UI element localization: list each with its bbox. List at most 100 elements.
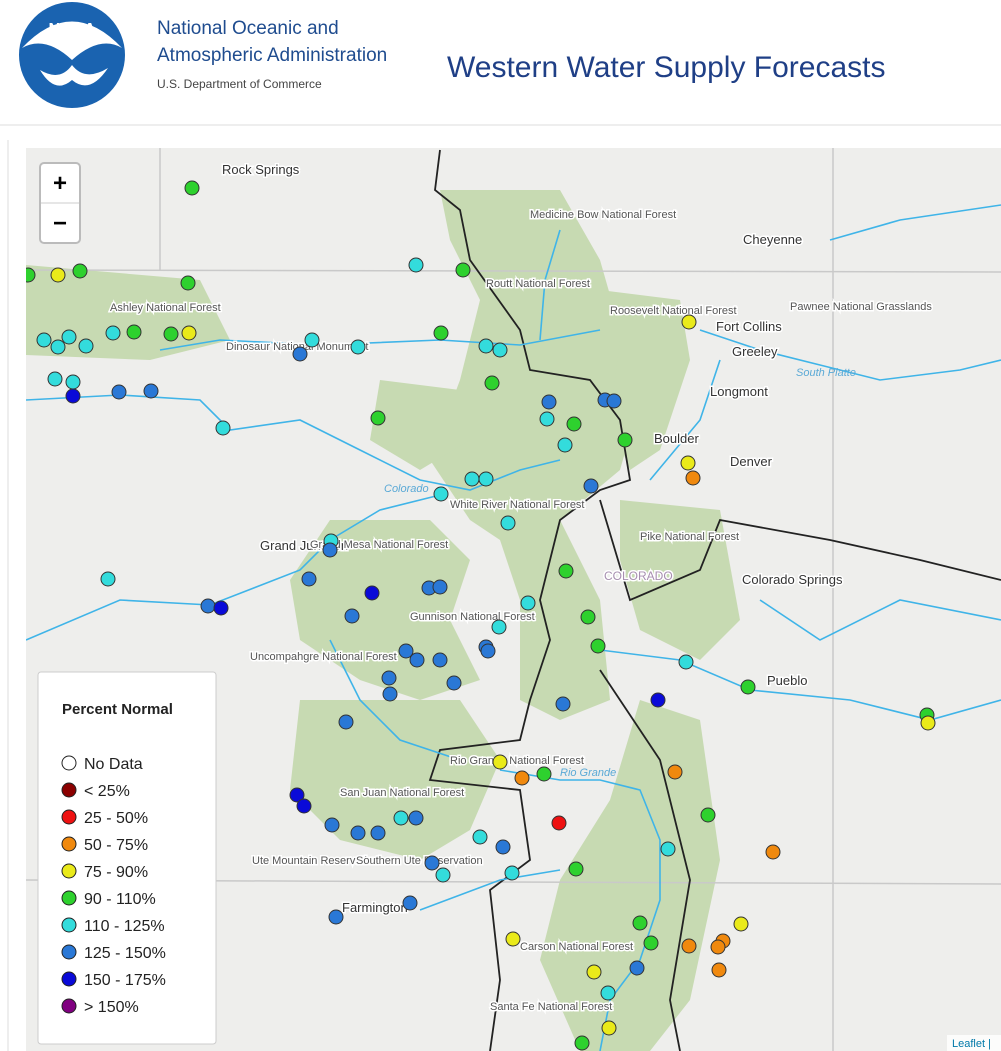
gauge-marker[interactable] (455, 262, 471, 278)
gauge-marker[interactable] (72, 263, 88, 279)
gauge-marker[interactable] (61, 329, 77, 345)
gauge-marker[interactable] (504, 865, 520, 881)
gauge-marker[interactable] (710, 939, 726, 955)
gauge-marker[interactable] (78, 338, 94, 354)
gauge-marker[interactable] (478, 338, 494, 354)
gauge-marker[interactable] (500, 515, 516, 531)
gauge-marker[interactable] (435, 867, 451, 883)
gauge-marker[interactable] (920, 715, 936, 731)
gauge-marker[interactable] (408, 257, 424, 273)
gauge-marker[interactable] (557, 437, 573, 453)
gauge-marker[interactable] (301, 571, 317, 587)
gauge-marker[interactable] (398, 643, 414, 659)
gauge-marker[interactable] (393, 810, 409, 826)
gauge-marker[interactable] (213, 600, 229, 616)
gauge-marker[interactable] (433, 325, 449, 341)
gauge-marker[interactable] (681, 938, 697, 954)
gauge-marker[interactable] (681, 314, 697, 330)
gauge-marker[interactable] (574, 1035, 590, 1051)
gauge-marker[interactable] (65, 374, 81, 390)
gauge-marker[interactable] (632, 915, 648, 931)
gauge-marker[interactable] (338, 714, 354, 730)
gauge-marker[interactable] (551, 815, 567, 831)
gauge-marker[interactable] (539, 411, 555, 427)
gauge-marker[interactable] (586, 964, 602, 980)
gauge-marker[interactable] (322, 542, 338, 558)
zoom-out[interactable]: − (53, 210, 67, 237)
gauge-marker[interactable] (492, 754, 508, 770)
gauge-marker[interactable] (650, 692, 666, 708)
gauge-marker[interactable] (47, 371, 63, 387)
gauge-marker[interactable] (381, 670, 397, 686)
gauge-marker[interactable] (432, 579, 448, 595)
gauge-marker[interactable] (541, 394, 557, 410)
gauge-marker[interactable] (678, 654, 694, 670)
gauge-marker[interactable] (464, 471, 480, 487)
map[interactable]: Rock Springs Cheyenne Fort Collins Greel… (21, 148, 1001, 1051)
gauge-marker[interactable] (350, 825, 366, 841)
gauge-marker[interactable] (402, 895, 418, 911)
gauge-marker[interactable] (740, 679, 756, 695)
gauge-marker[interactable] (765, 844, 781, 860)
gauge-marker[interactable] (21, 267, 36, 283)
gauge-marker[interactable] (432, 652, 448, 668)
gauge-marker[interactable] (370, 825, 386, 841)
gauge-marker[interactable] (143, 383, 159, 399)
gauge-marker[interactable] (433, 486, 449, 502)
gauge-marker[interactable] (184, 180, 200, 196)
gauge-marker[interactable] (126, 324, 142, 340)
gauge-marker[interactable] (296, 798, 312, 814)
gauge-marker[interactable] (583, 478, 599, 494)
gauge-marker[interactable] (600, 985, 616, 1001)
gauge-marker[interactable] (711, 962, 727, 978)
gauge-marker[interactable] (350, 339, 366, 355)
gauge-marker[interactable] (382, 686, 398, 702)
gauge-marker[interactable] (580, 609, 596, 625)
gauge-marker[interactable] (606, 393, 622, 409)
gauge-marker[interactable] (667, 764, 683, 780)
gauge-marker[interactable] (344, 608, 360, 624)
gauge-marker[interactable] (617, 432, 633, 448)
gauge-marker[interactable] (558, 563, 574, 579)
gauge-marker[interactable] (304, 332, 320, 348)
gauge-marker[interactable] (505, 931, 521, 947)
gauge-marker[interactable] (181, 325, 197, 341)
gauge-marker[interactable] (495, 839, 511, 855)
gauge-marker[interactable] (364, 585, 380, 601)
gauge-marker[interactable] (215, 420, 231, 436)
gauge-marker[interactable] (292, 346, 308, 362)
gauge-marker[interactable] (424, 855, 440, 871)
gauge-marker[interactable] (65, 388, 81, 404)
gauge-marker[interactable] (163, 326, 179, 342)
gauge-marker[interactable] (555, 696, 571, 712)
gauge-marker[interactable] (370, 410, 386, 426)
gauge-marker[interactable] (680, 455, 696, 471)
gauge-marker[interactable] (289, 787, 305, 803)
gauge-marker[interactable] (601, 1020, 617, 1036)
gauge-marker[interactable] (590, 638, 606, 654)
gauge-marker[interactable] (50, 267, 66, 283)
gauge-marker[interactable] (568, 861, 584, 877)
gauge-marker[interactable] (478, 471, 494, 487)
gauge-marker[interactable] (105, 325, 121, 341)
gauge-marker[interactable] (660, 841, 676, 857)
gauge-marker[interactable] (629, 960, 645, 976)
attribution[interactable]: Leaflet | (952, 1038, 991, 1050)
gauge-marker[interactable] (409, 652, 425, 668)
gauge-marker[interactable] (491, 619, 507, 635)
gauge-marker[interactable] (408, 810, 424, 826)
gauge-marker[interactable] (566, 416, 582, 432)
gauge-marker[interactable] (50, 339, 66, 355)
gauge-marker[interactable] (328, 909, 344, 925)
gauge-marker[interactable] (200, 598, 216, 614)
gauge-marker[interactable] (36, 332, 52, 348)
gauge-marker[interactable] (472, 829, 488, 845)
gauge-marker[interactable] (100, 571, 116, 587)
gauge-marker[interactable] (484, 375, 500, 391)
gauge-marker[interactable] (111, 384, 127, 400)
gauge-marker[interactable] (514, 770, 530, 786)
gauge-marker[interactable] (700, 807, 716, 823)
gauge-marker[interactable] (180, 275, 196, 291)
gauge-marker[interactable] (643, 935, 659, 951)
gauge-marker[interactable] (446, 675, 462, 691)
